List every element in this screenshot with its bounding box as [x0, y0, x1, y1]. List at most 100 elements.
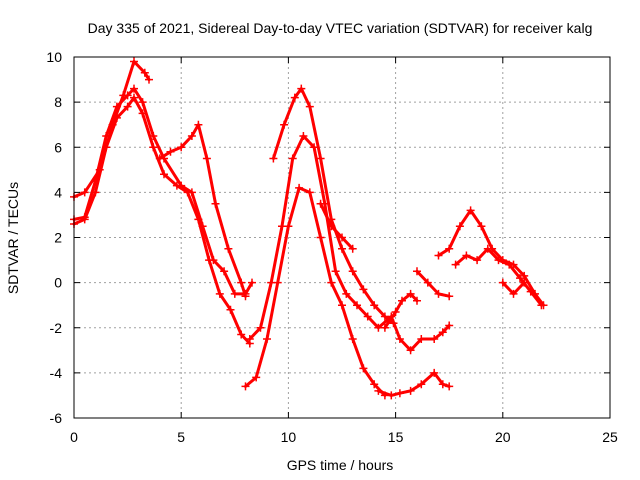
y-tick-label: 0	[54, 275, 62, 291]
data-point	[380, 323, 389, 332]
data-point	[348, 267, 357, 276]
data-point	[252, 373, 261, 382]
data-point	[316, 199, 325, 208]
data-point	[505, 260, 514, 269]
series-line-arc-11	[415, 269, 451, 298]
series-line-arc-1	[72, 87, 254, 296]
data-point	[305, 102, 314, 111]
x-tick-label: 15	[388, 429, 404, 445]
data-point	[526, 287, 535, 296]
data-point	[338, 244, 346, 253]
data-point	[520, 278, 529, 287]
data-point	[498, 278, 507, 287]
data-point	[430, 335, 439, 343]
data-point	[290, 93, 299, 102]
data-point	[370, 301, 379, 310]
data-point	[516, 274, 524, 283]
data-point	[477, 222, 486, 231]
chart-title: Day 335 of 2021, Sidereal Day-to-day VTE…	[88, 20, 593, 36]
data-point	[205, 256, 214, 265]
data-point	[194, 120, 203, 129]
data-point	[434, 251, 443, 260]
data-point	[398, 296, 406, 305]
data-point	[445, 292, 454, 301]
data-point	[248, 278, 256, 287]
data-point	[473, 256, 482, 265]
data-point	[417, 335, 426, 343]
series-line-arc-5	[244, 186, 387, 397]
data-point	[241, 292, 250, 301]
data-point	[160, 170, 168, 179]
y-tick-label: -2	[50, 320, 63, 336]
data-point	[430, 368, 439, 377]
data-point	[183, 188, 192, 197]
data-point	[224, 244, 233, 253]
data-point	[406, 289, 415, 298]
series-line-arc-3	[72, 60, 151, 199]
data-point	[237, 330, 246, 339]
data-point	[305, 188, 314, 197]
data-point	[241, 382, 250, 391]
data-point	[130, 93, 138, 102]
data-point	[494, 256, 503, 265]
data-point	[138, 109, 147, 118]
data-point	[295, 183, 304, 192]
data-point	[149, 143, 158, 152]
data-point	[80, 188, 89, 197]
data-point	[267, 278, 276, 287]
data-point	[187, 132, 196, 140]
data-point	[278, 222, 286, 231]
data-point	[353, 301, 361, 310]
x-tick-label: 5	[177, 429, 185, 445]
y-tick-label: 8	[54, 94, 62, 110]
data-point	[417, 380, 426, 389]
y-tick-label: 10	[46, 49, 62, 65]
data-point	[172, 181, 181, 190]
data-point	[95, 165, 104, 174]
series-line-arc-4	[158, 123, 247, 298]
data-point	[166, 147, 175, 156]
data-point	[316, 233, 325, 242]
series-line-arc-9	[376, 371, 451, 397]
series-line-arc-2	[72, 96, 252, 345]
data-point	[395, 389, 404, 398]
data-point	[389, 319, 398, 328]
data-point	[245, 335, 254, 343]
data-point	[140, 68, 149, 77]
data-point	[387, 391, 396, 400]
data-point	[509, 289, 518, 298]
data-point	[434, 289, 443, 298]
data-point	[466, 206, 475, 215]
data-point	[226, 305, 235, 314]
data-point	[155, 154, 164, 163]
data-point	[338, 301, 346, 310]
data-point	[108, 120, 117, 129]
data-point	[263, 335, 271, 343]
data-point	[123, 102, 132, 111]
data-point	[483, 244, 492, 253]
series-line-arc-8	[319, 202, 355, 251]
data-point	[130, 84, 138, 93]
data-point	[130, 57, 138, 66]
data-point	[327, 278, 336, 287]
data-point	[316, 154, 325, 163]
series-line-arc-10	[383, 292, 419, 330]
y-tick-label: 6	[54, 139, 62, 155]
data-point	[445, 382, 454, 391]
x-tick-label: 10	[281, 429, 297, 445]
data-point	[194, 215, 203, 224]
data-point	[237, 278, 246, 287]
x-tick-label: 25	[602, 429, 618, 445]
x-tick-label: 0	[70, 429, 78, 445]
data-point	[451, 260, 460, 269]
data-point	[348, 335, 357, 343]
data-point	[380, 312, 389, 321]
x-tick-label: 20	[495, 429, 511, 445]
data-point	[445, 244, 454, 253]
data-point	[438, 380, 447, 389]
data-point	[297, 84, 306, 93]
data-point	[438, 328, 447, 337]
y-tick-label: -6	[50, 410, 63, 426]
data-point	[342, 289, 351, 298]
